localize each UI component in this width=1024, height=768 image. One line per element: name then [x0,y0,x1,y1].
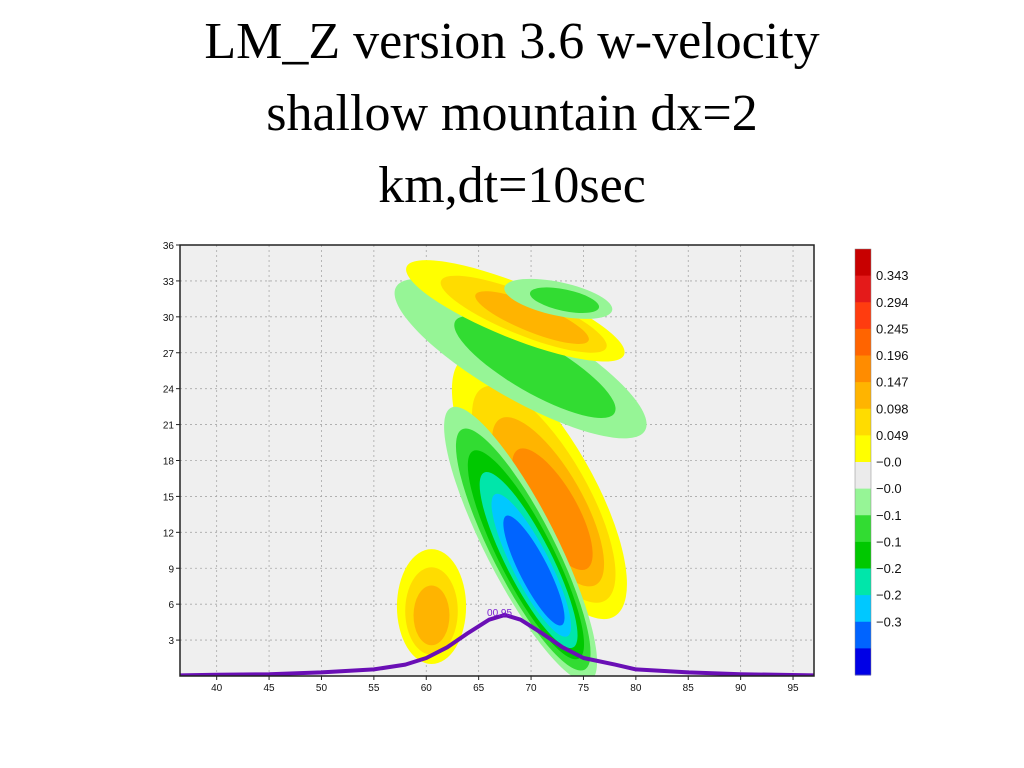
colorbar-swatch [855,488,871,516]
y-tick-label: 12 [163,528,175,539]
slide-title-line-3: km,dt=10sec [378,157,646,214]
crop-mask-left [150,235,162,685]
colorbar-label: −0.0 [876,455,902,470]
y-tick-label: 33 [163,277,175,288]
colorbar-swatch [855,621,871,649]
colorbar-swatch [855,648,871,676]
colorbar-swatch [855,435,871,463]
colorbar-swatch [855,568,871,596]
colorbar-label: 0.196 [876,348,909,363]
colorbar-swatch [855,249,871,277]
contour-level [413,585,450,646]
slide-title-line-1: LM_Z version 3.6 w-velocity [204,13,820,70]
contour-level [503,515,565,626]
colorbar-frame [854,248,872,676]
contour-level [529,287,600,313]
colorbar-swatch [855,408,871,436]
colorbar-label: −0.2 [876,588,902,603]
y-tick-label: 21 [163,421,175,432]
colorbar-swatch [855,382,871,410]
x-tick-label: 85 [683,683,695,694]
colorbar-swatch [855,302,871,330]
colorbar-label: −0.1 [876,508,902,523]
x-tick-label: 70 [525,683,537,694]
colorbar-swatch [855,462,871,490]
y-tick-label: 18 [163,457,175,468]
y-tick-label: 30 [163,313,175,324]
colorbar-label: −0.1 [876,534,902,549]
slide-title-line-2: shallow mountain dx=2 [266,85,758,142]
slide-title: LM_Z version 3.6 w-velocity shallow moun… [0,6,1024,222]
x-tick-label: 55 [368,683,380,694]
w-velocity-field [394,260,647,676]
colorbar-label: 0.147 [876,375,909,390]
colorbar-label: 0.294 [876,295,909,310]
colorbar-label: 0.245 [876,321,909,336]
contour-level [475,291,589,344]
x-tick-label: 75 [578,683,590,694]
colorbar-label: −0.2 [876,561,902,576]
colorbar-swatch [855,515,871,543]
terrain-label: 00.95 [487,608,512,619]
x-tick-label: 65 [473,683,485,694]
x-tick-label: 45 [264,683,276,694]
colorbar: 0.343 0.294 0.245 0.196 0.147 0.098 0.049 −0.0 −… [854,248,909,676]
x-tick-label: 80 [630,683,642,694]
x-tick-label: 60 [421,683,433,694]
colorbar-label: 0.049 [876,428,909,443]
terrain-line [180,612,814,676]
y-tick-label: 9 [168,564,174,575]
x-tick-label: 90 [735,683,747,694]
contour-level [454,316,616,419]
y-tick-label: 6 [168,600,174,611]
colorbar-swatch [855,355,871,383]
colorbar-label: 0.343 [876,268,909,283]
colorbar-swatch [855,328,871,356]
y-tick-label: 3 [168,636,174,647]
colorbar-label: 0.098 [876,401,909,416]
colorbar-label: −0.0 [876,481,902,496]
x-tick-label: 40 [211,683,223,694]
colorbar-label: −0.3 [876,614,902,629]
crop-mask-right [916,245,936,685]
y-tick-label: 15 [163,492,175,503]
y-tick-label: 24 [163,385,175,396]
colorbar-swatch [855,595,871,623]
y-tick-label: 36 [163,241,175,252]
x-axis: 40 45 50 55 60 65 70 75 80 85 90 95 [211,676,799,694]
x-tick-label: 50 [316,683,328,694]
x-tick-label: 95 [787,683,799,694]
colorbar-swatch [855,541,871,569]
y-tick-label: 27 [163,349,175,360]
contour-level [512,448,593,571]
colorbar-swatch [855,275,871,303]
